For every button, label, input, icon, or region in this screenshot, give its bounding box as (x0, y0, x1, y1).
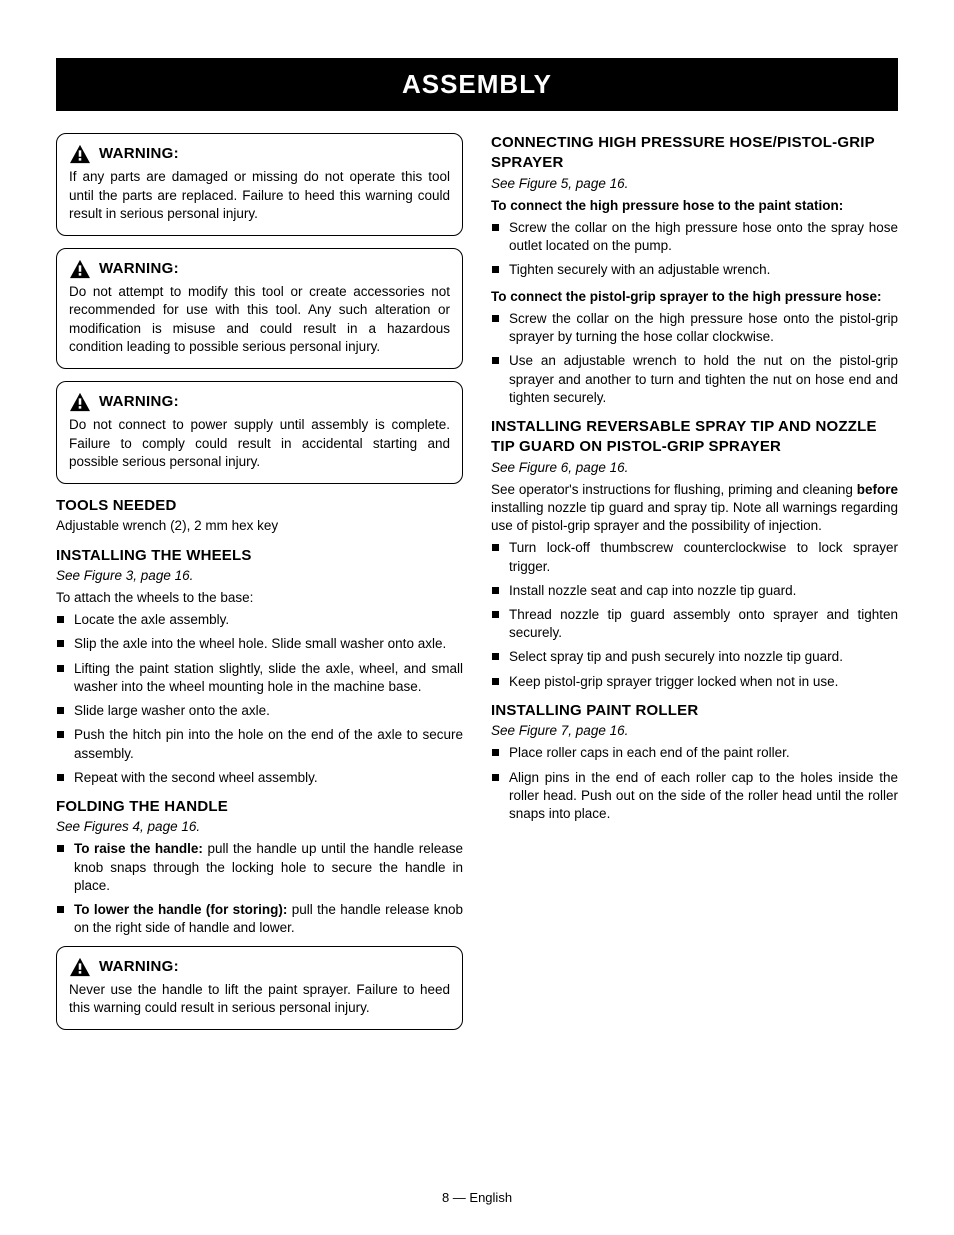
warning-label: WARNING: (99, 957, 179, 977)
list-item: Place roller caps in each end of the pai… (491, 744, 898, 762)
figure-reference: See Figure 5, page 16. (491, 175, 898, 193)
warning-icon (69, 957, 91, 977)
list-item: Locate the axle assembly. (56, 611, 463, 629)
roller-head: INSTALLING PAINT ROLLER (491, 701, 898, 721)
list-item: Slide large washer onto the axle. (56, 702, 463, 720)
list-item: Select spray tip and push securely into … (491, 648, 898, 666)
warning-box-2: WARNING: Do not attempt to modify this t… (56, 248, 463, 369)
bold-label: To lower the handle (for storing): (74, 902, 287, 917)
list-item: Use an adjustable wrench to hold the nut… (491, 352, 898, 407)
tip-list: Turn lock-off thumbscrew counterclockwis… (491, 539, 898, 691)
handle-head: FOLDING THE HANDLE (56, 797, 463, 817)
list-item: Install nozzle seat and cap into nozzle … (491, 582, 898, 600)
list-item: Align pins in the end of each roller cap… (491, 769, 898, 824)
hose-list-2: Screw the collar on the high pressure ho… (491, 310, 898, 407)
figure-reference: See Figure 3, page 16. (56, 567, 463, 585)
hose-sub1: To connect the high pressure hose to the… (491, 197, 898, 215)
list-item: Screw the collar on the high pressure ho… (491, 219, 898, 255)
list-item: Slip the axle into the wheel hole. Slide… (56, 635, 463, 653)
left-column: WARNING: If any parts are damaged or mis… (56, 133, 463, 1042)
warning-text: Never use the handle to lift the paint s… (69, 981, 450, 1017)
warning-icon (69, 259, 91, 279)
wheels-head: INSTALLING THE WHEELS (56, 546, 463, 566)
warning-text: If any parts are damaged or missing do n… (69, 168, 450, 223)
tip-head: INSTALLING REVERSABLE SPRAY TIP AND NOZZ… (491, 417, 898, 458)
list-item: Turn lock-off thumbscrew counterclockwis… (491, 539, 898, 575)
list-item: Repeat with the second wheel assembly. (56, 769, 463, 787)
wheels-list: Locate the axle assembly. Slip the axle … (56, 611, 463, 787)
warning-text: Do not connect to power supply until ass… (69, 416, 450, 471)
figure-reference: See Figures 4, page 16. (56, 818, 463, 836)
figure-reference: See Figure 6, page 16. (491, 459, 898, 477)
figure-reference: See Figure 7, page 16. (491, 722, 898, 740)
list-item: To lower the handle (for storing): pull … (56, 901, 463, 937)
handle-list: To raise the handle: pull the handle up … (56, 840, 463, 937)
list-item: Thread nozzle tip guard assembly onto sp… (491, 606, 898, 642)
hose-sub2: To connect the pistol-grip sprayer to th… (491, 288, 898, 306)
page-title: ASSEMBLY (56, 58, 898, 111)
list-item: Lifting the paint station slightly, slid… (56, 660, 463, 696)
content-columns: WARNING: If any parts are damaged or mis… (56, 133, 898, 1042)
warning-label: WARNING: (99, 392, 179, 412)
warning-box-3: WARNING: Do not connect to power supply … (56, 381, 463, 484)
warning-icon (69, 392, 91, 412)
list-item: Push the hitch pin into the hole on the … (56, 726, 463, 762)
list-item: To raise the handle: pull the handle up … (56, 840, 463, 895)
bold-label: To raise the handle: (74, 841, 203, 856)
tools-head: TOOLS NEEDED (56, 496, 463, 516)
warning-label: WARNING: (99, 259, 179, 279)
warning-text: Do not attempt to modify this tool or cr… (69, 283, 450, 356)
warning-label: WARNING: (99, 144, 179, 164)
list-item: Keep pistol-grip sprayer trigger locked … (491, 673, 898, 691)
tools-text: Adjustable wrench (2), 2 mm hex key (56, 517, 463, 535)
roller-list: Place roller caps in each end of the pai… (491, 744, 898, 823)
hose-head: CONNECTING HIGH PRESSURE HOSE/PISTOL-GRI… (491, 133, 898, 174)
wheels-intro: To attach the wheels to the base: (56, 589, 463, 607)
warning-box-1: WARNING: If any parts are damaged or mis… (56, 133, 463, 236)
hose-list-1: Screw the collar on the high pressure ho… (491, 219, 898, 280)
tip-intro: See operator's instructions for flushing… (491, 481, 898, 536)
page-footer: 8 — English (0, 1189, 954, 1207)
list-item: Screw the collar on the high pressure ho… (491, 310, 898, 346)
warning-box-4: WARNING: Never use the handle to lift th… (56, 946, 463, 1031)
warning-icon (69, 144, 91, 164)
list-item: Tighten securely with an adjustable wren… (491, 261, 898, 279)
right-column: CONNECTING HIGH PRESSURE HOSE/PISTOL-GRI… (491, 133, 898, 1042)
